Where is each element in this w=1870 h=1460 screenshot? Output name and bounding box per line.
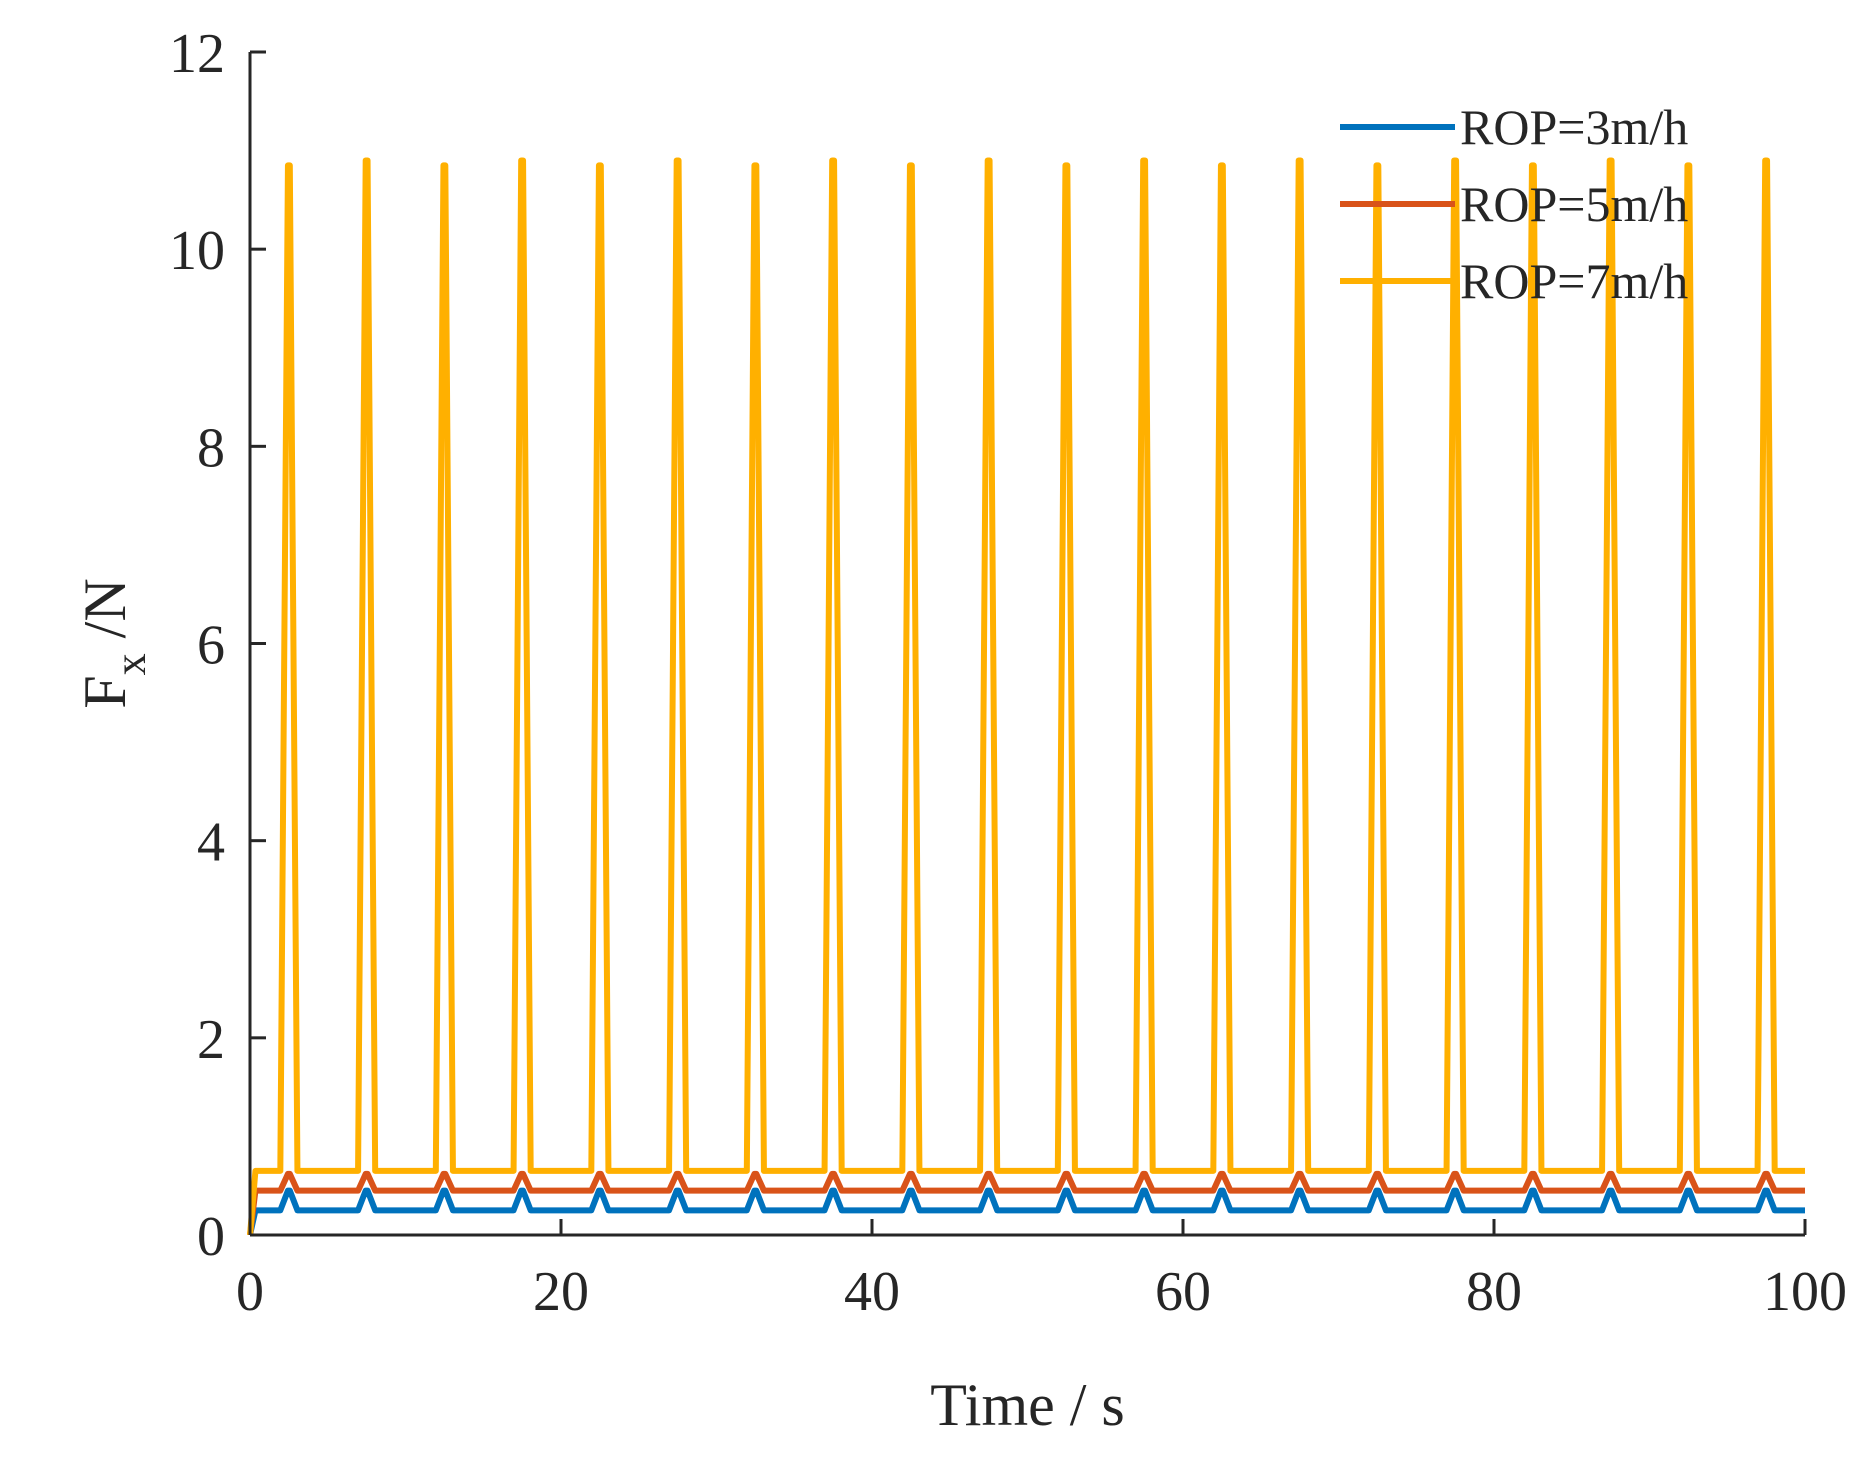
- legend-label-1: ROP=3m/h: [1460, 99, 1688, 155]
- x-tick-label: 80: [1466, 1261, 1522, 1323]
- x-axis-label: Time / s: [930, 1372, 1125, 1438]
- x-tick-label: 40: [844, 1261, 900, 1323]
- series-line-3: [247, 157, 1805, 1236]
- y-axis-label: Fx /N: [72, 578, 155, 708]
- y-tick-label: 4: [197, 812, 225, 874]
- x-tick-label: 0: [236, 1261, 264, 1323]
- y-tick-label: 2: [197, 1009, 225, 1071]
- x-tick-label: 60: [1155, 1261, 1211, 1323]
- y-axis-label-unit: /N: [72, 578, 138, 653]
- y-tick-label: 6: [197, 615, 225, 677]
- y-tick-label: 10: [169, 220, 225, 282]
- y-tick-label: 12: [169, 23, 225, 85]
- y-axis-label-subscript: x: [106, 653, 155, 675]
- series-layer: [247, 157, 1805, 1236]
- ticks-layer: 0 20 40 60 80 100 0 2 4 6 8 10 12: [169, 23, 1847, 1323]
- legend: ROP=3m/h ROP=5m/h ROP=7m/h: [1340, 99, 1688, 309]
- series-line-2: [247, 1170, 1805, 1236]
- legend-label-2: ROP=5m/h: [1460, 176, 1688, 232]
- series-line-1: [247, 1187, 1805, 1236]
- x-tick-label: 100: [1763, 1261, 1847, 1323]
- y-axis-label-main: F: [72, 675, 138, 708]
- y-tick-label: 0: [197, 1206, 225, 1268]
- legend-label-3: ROP=7m/h: [1460, 253, 1688, 309]
- y-tick-label: 8: [197, 417, 225, 479]
- x-tick-label: 20: [533, 1261, 589, 1323]
